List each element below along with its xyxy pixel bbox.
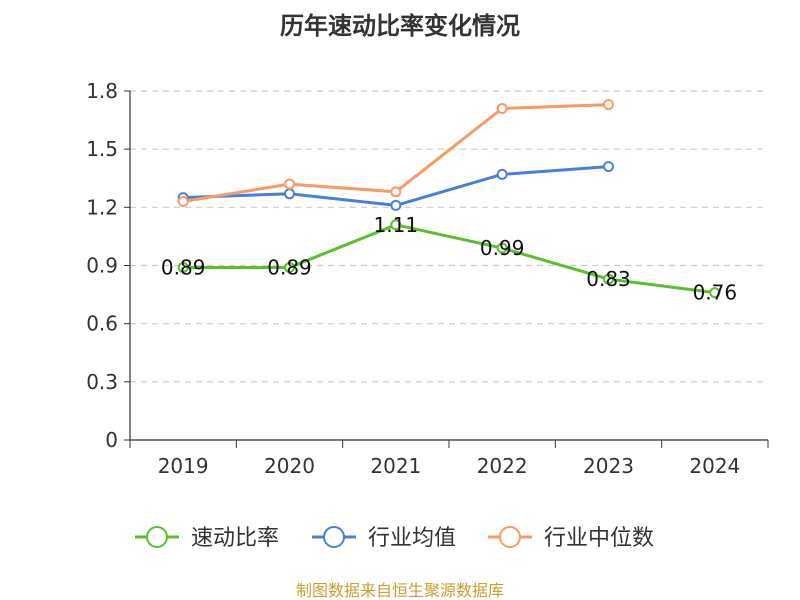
data-label: 0.89 <box>161 255 206 279</box>
y-tick-label: 1.8 <box>86 79 118 103</box>
series-line <box>183 165 609 207</box>
legend-label: 速动比率 <box>191 526 279 551</box>
series-line <box>183 223 716 295</box>
data-point <box>496 168 508 180</box>
data-point <box>284 261 295 273</box>
y-tick-label: 0.9 <box>86 254 118 278</box>
data-point <box>603 273 614 285</box>
data-label: 0.83 <box>586 267 631 291</box>
legend-item[interactable]: 行业中位数 <box>488 526 654 551</box>
y-tick-label: 0.3 <box>86 370 118 394</box>
data-point <box>603 99 614 111</box>
grid <box>130 90 768 383</box>
data-label: 0.89 <box>267 255 312 279</box>
data-point <box>284 178 295 190</box>
data-point <box>390 219 402 231</box>
data-point <box>603 161 614 173</box>
data-point <box>390 186 402 198</box>
data-point <box>284 188 295 200</box>
data-point <box>709 287 721 299</box>
data-point <box>177 196 189 208</box>
legend-item[interactable]: 行业均值 <box>312 526 456 551</box>
data-label: 0.99 <box>480 236 525 260</box>
data-point <box>177 261 189 273</box>
y-tick-label: 0 <box>105 428 118 452</box>
data-point <box>496 102 508 114</box>
x-tick-label: 2020 <box>264 454 315 478</box>
y-tick-label: 1.5 <box>86 137 118 161</box>
legend-marker <box>146 526 168 548</box>
legend-label: 行业均值 <box>368 526 456 551</box>
x-tick-label: 2023 <box>583 454 634 478</box>
x-tick-label: 2022 <box>477 454 528 478</box>
x-tick-label: 2021 <box>370 454 421 478</box>
data-point <box>496 242 508 254</box>
y-tick-label: 1.2 <box>86 195 118 219</box>
chart-title: 历年速动比率变化情况 <box>280 12 520 40</box>
x-tick-label: 2024 <box>689 454 740 478</box>
x-tick-label: 2019 <box>158 454 209 478</box>
y-tick-label: 0.6 <box>86 312 118 336</box>
legend-item[interactable]: 速动比率 <box>135 526 279 551</box>
data-labels: 0.89 0.89 1.11 0.99 0.83 0.76 <box>161 213 737 305</box>
legend-marker <box>323 526 345 548</box>
legend: 速动比率 行业均值 行业中位数 <box>135 526 654 551</box>
source-note: 制图数据来自恒生聚源数据库 <box>296 581 504 600</box>
legend-label: 行业中位数 <box>544 526 654 551</box>
data-point <box>390 199 402 211</box>
axes: 0 0.3 0.6 0.9 1.2 1.5 1.8 2019 2020 2021 2022 2023 2… <box>86 79 769 478</box>
series <box>177 99 721 299</box>
legend-marker <box>499 526 521 548</box>
data-label: 0.76 <box>693 281 738 305</box>
data-label: 1.11 <box>374 213 419 237</box>
